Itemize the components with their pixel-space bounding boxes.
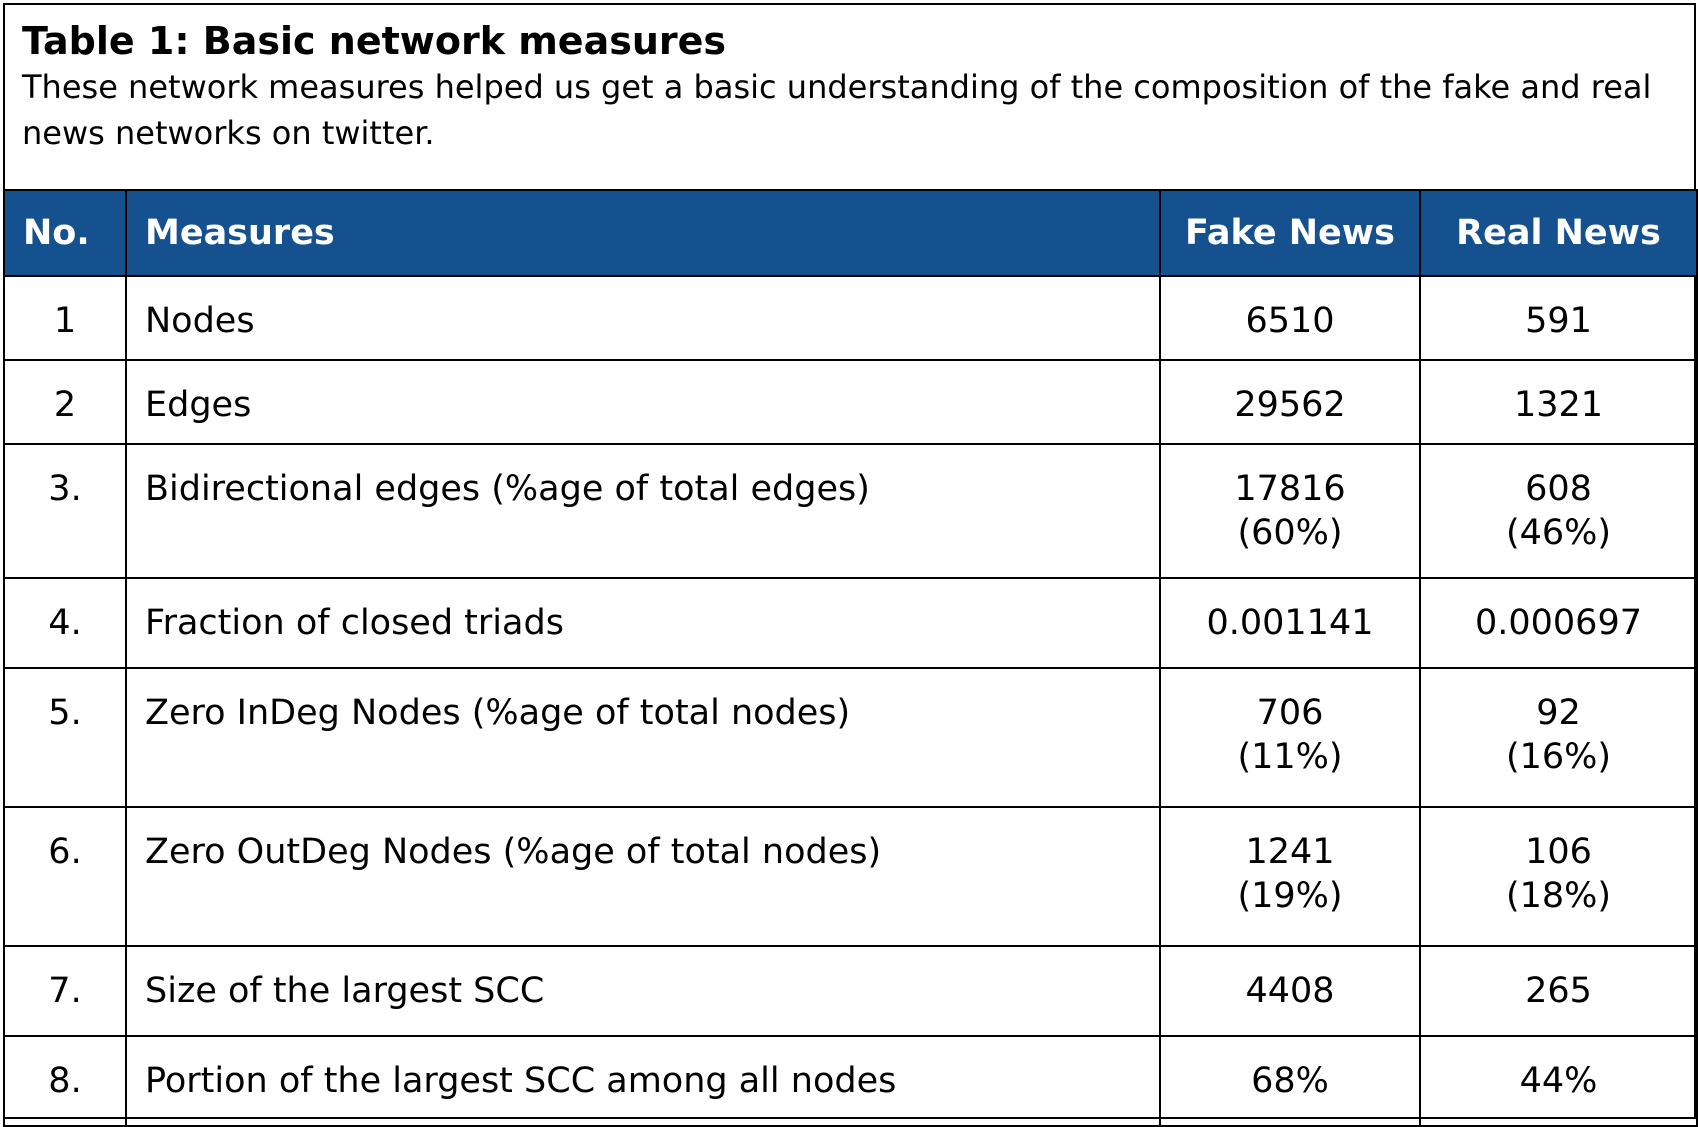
fake-news-percentage: (19%) xyxy=(1237,876,1343,916)
real-news-value: 1321 xyxy=(1513,385,1604,425)
real-news-value-cell: 608 (46%) xyxy=(1419,443,1698,579)
real-news-value: 265 xyxy=(1525,971,1592,1011)
row-number-cell: 6. xyxy=(3,806,127,947)
measure-name-cell: Portion of the largest SCC among all nod… xyxy=(125,1035,1161,1127)
real-news-value: 591 xyxy=(1525,301,1592,341)
measure-name-cell: Zero InDeg Nodes (%age of total nodes) xyxy=(125,667,1161,808)
table-row: 6. Zero OutDeg Nodes (%age of total nodes… xyxy=(3,806,1698,947)
fake-news-value: 4408 xyxy=(1245,971,1335,1011)
row-number-cell: 5. xyxy=(3,667,127,808)
fake-news-value-cell: 17816 (60%) xyxy=(1159,443,1421,579)
column-header-measures: Measures xyxy=(125,189,1161,277)
column-header-fake-news: Fake News xyxy=(1159,189,1421,277)
measure-name-cell: Fraction of closed triads xyxy=(125,577,1161,669)
table-description: These network measures helped us get a b… xyxy=(22,68,1652,152)
fake-news-value-cell: 1241 (19%) xyxy=(1159,806,1421,947)
real-news-value-cell: 0.000697 xyxy=(1419,577,1698,669)
real-news-value-cell: 265 xyxy=(1419,945,1698,1037)
table-row: 2 Edges 29562 1321 xyxy=(3,359,1698,445)
real-news-value-cell: 92 (16%) xyxy=(1419,667,1698,808)
real-news-value-cell: 1321 xyxy=(1419,359,1698,445)
row-number-cell: 4. xyxy=(3,577,127,669)
table-row: 5. Zero InDeg Nodes (%age of total nodes)… xyxy=(3,667,1698,808)
table-row: 4. Fraction of closed triads 0.001141 0.000… xyxy=(3,577,1698,669)
column-header-real-news: Real News xyxy=(1419,189,1698,277)
fake-news-value: 68% xyxy=(1251,1061,1329,1101)
header-row: No. Measures Fake News Real News xyxy=(3,189,1698,277)
fake-news-value-cell: 68% xyxy=(1159,1035,1421,1127)
table-row: 1 Nodes 6510 591 xyxy=(3,275,1698,361)
fake-news-value-cell: 29562 xyxy=(1159,359,1421,445)
row-number-cell: 2 xyxy=(3,359,127,445)
measure-name-cell: Size of the largest SCC xyxy=(125,945,1161,1037)
table-row: 3. Bidirectional edges (%age of total edg… xyxy=(3,443,1698,579)
table-row: 7. Size of the largest SCC 4408 265 xyxy=(3,945,1698,1037)
row-number-cell: 1 xyxy=(3,275,127,361)
real-news-percentage: (18%) xyxy=(1505,876,1612,916)
network-measures-table: No. Measures Fake News Real News 1 Nodes 6… xyxy=(3,189,1698,1127)
real-news-value: 0.000697 xyxy=(1474,603,1642,643)
measure-name-cell: Bidirectional edges (%age of total edges… xyxy=(125,443,1161,579)
row-number-cell: 7. xyxy=(3,945,127,1037)
measure-name-cell: Edges xyxy=(125,359,1161,445)
real-news-value-cell: 106 (18%) xyxy=(1419,806,1698,947)
real-news-value-cell: 44% xyxy=(1419,1035,1698,1127)
real-news-value: 44% xyxy=(1519,1061,1598,1101)
fake-news-value: 17816 xyxy=(1234,469,1346,509)
table-caption: Table 1: Basic network measures These ne… xyxy=(22,18,1672,156)
real-news-value-cell: 591 xyxy=(1419,275,1698,361)
real-news-value: 608 xyxy=(1525,469,1592,509)
real-news-value: 92 xyxy=(1536,693,1581,733)
fake-news-value: 6510 xyxy=(1245,301,1335,341)
table-body: 1 Nodes 6510 591 2 Edges 29562 1321 3. Bidirectio… xyxy=(3,275,1698,1127)
measure-name-cell: Zero OutDeg Nodes (%age of total nodes) xyxy=(125,806,1161,947)
fake-news-value: 1241 xyxy=(1245,832,1335,872)
real-news-value: 106 xyxy=(1525,832,1592,872)
table-title: Table 1: Basic network measures xyxy=(22,19,727,63)
fake-news-value-cell: 706 (11%) xyxy=(1159,667,1421,808)
fake-news-value: 29562 xyxy=(1234,385,1346,425)
fake-news-value: 706 xyxy=(1256,693,1324,733)
row-number-cell: 3. xyxy=(3,443,127,579)
fake-news-percentage: (11%) xyxy=(1237,737,1343,777)
measure-name-cell: Nodes xyxy=(125,275,1161,361)
row-number-cell: 8. xyxy=(3,1035,127,1127)
table-row: 8. Portion of the largest SCC among all n… xyxy=(3,1035,1698,1127)
fake-news-value-cell: 6510 xyxy=(1159,275,1421,361)
column-header-no: No. xyxy=(3,189,127,277)
fake-news-percentage: (60%) xyxy=(1237,513,1343,553)
fake-news-value-cell: 4408 xyxy=(1159,945,1421,1037)
real-news-percentage: (16%) xyxy=(1505,737,1612,777)
fake-news-value-cell: 0.001141 xyxy=(1159,577,1421,669)
fake-news-value: 0.001141 xyxy=(1206,603,1374,643)
real-news-percentage: (46%) xyxy=(1505,513,1612,553)
